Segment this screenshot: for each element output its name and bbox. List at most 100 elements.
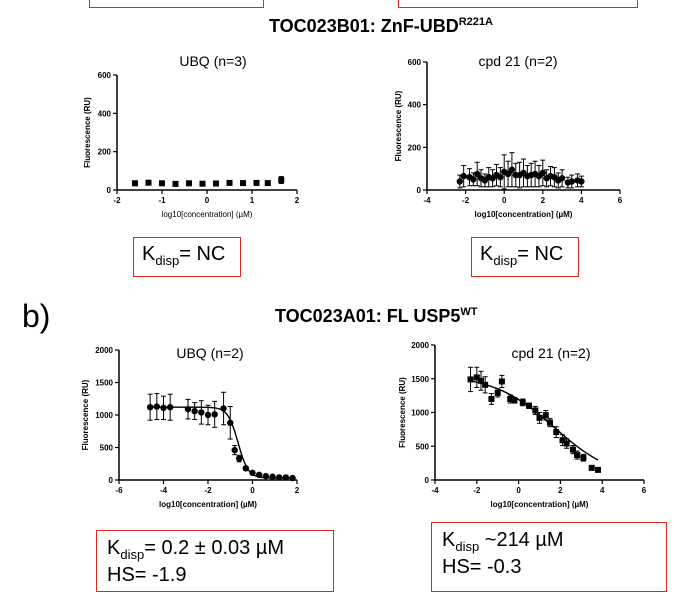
data-point [191,407,198,415]
x-tick-label: -2 [473,486,481,495]
data-point [199,180,206,187]
x-tick-label: 2 [295,486,300,495]
chart-title: UBQ (n=2) [176,345,243,361]
data-point [498,378,505,385]
result-box-b1: Kdisp= 0.2 ± 0.03 µM HS= -1.9 [96,530,334,592]
kdisp-k: K [480,243,494,265]
data-point [539,169,546,177]
y-tick-label: 0 [107,186,112,195]
kdisp-value: ~214 µM [479,529,564,551]
data-point [198,409,205,416]
kdisp-k: K [442,529,456,551]
data-point [172,180,179,187]
y-tick-label: 0 [425,476,430,485]
result-box-a1: Kdisp= NC [133,237,241,277]
data-point [242,465,250,472]
data-point [526,402,533,409]
data-point [226,179,233,186]
data-point [213,180,219,187]
data-point [470,176,477,183]
data-point [153,403,161,410]
y-tick-label: 400 [98,109,112,118]
data-point [186,180,192,187]
fit-curve [470,380,599,461]
data-point [278,177,285,184]
data-point [456,178,464,185]
kdisp-value: = 0.2 ± 0.03 µM [144,537,284,559]
kdisp-sub: disp [455,539,480,554]
kdisp-sub: disp [493,253,518,268]
x-tick-label: 0 [516,486,521,495]
x-tick-label: -2 [462,196,470,205]
data-point [542,412,549,419]
y-tick-label: 0 [109,476,114,485]
x-tick-label: 6 [618,196,623,205]
hill-slope: HS= -1.9 [107,564,187,586]
data-point [482,381,489,388]
data-point [231,446,238,454]
data-point [211,411,218,418]
data-point [546,419,553,426]
data-point [519,399,526,406]
data-point [473,374,480,381]
kdisp-k: K [107,537,121,559]
data-point [477,377,484,384]
data-point [563,440,570,447]
section-a-title-text: TOC023B01: ZnF-UBD [269,16,459,36]
x-axis-label: log10[concentration] (µM) [162,210,253,219]
data-point [504,170,512,178]
y-tick-label: 1500 [411,375,429,384]
x-tick-label: 0 [502,196,507,205]
data-point [160,404,167,412]
data-point [473,170,481,178]
x-tick-label: -4 [431,486,439,495]
data-point [497,174,504,181]
data-point [553,429,560,436]
kdisp-value: = NC [179,243,226,265]
y-tick-label: 500 [100,444,114,453]
x-tick-label: -4 [160,486,168,495]
y-tick-label: 2000 [95,346,113,355]
y-tick-label: 1000 [411,409,429,418]
data-point [558,175,566,182]
x-tick-label: 1 [250,196,255,205]
data-point [578,178,585,185]
data-point [264,180,271,187]
data-point [159,180,165,187]
section-b-title-sup: WT [460,306,478,318]
x-tick-label: 2 [295,196,300,205]
data-point [240,180,246,187]
data-point [227,419,234,426]
section-a-title: TOC023B01: ZnF-UBDR221A [269,16,493,37]
y-tick-label: 600 [408,58,422,67]
cropped-box-right [398,0,638,8]
y-tick-label: 1500 [95,379,113,388]
y-tick-label: 500 [416,442,430,451]
x-tick-label: 0 [205,196,210,205]
x-tick-label: -6 [115,486,123,495]
chart-title: cpd 21 (n=2) [512,345,591,361]
data-point [467,376,474,383]
x-tick-label: -1 [158,196,166,205]
data-point [262,472,270,480]
data-point [289,474,296,482]
x-axis-label: log10[concentration] (µM) [475,210,573,219]
y-tick-label: 2000 [411,341,429,350]
y-axis-label: Fluorescence (RU) [83,97,92,168]
y-tick-label: 600 [98,71,112,80]
data-point [276,474,283,481]
y-axis-label: Fluorescence (RU) [394,90,403,161]
data-point [132,180,138,187]
data-point [574,452,581,459]
y-tick-label: 0 [417,186,422,195]
chart-title: UBQ (n=3) [179,53,246,69]
data-point [460,172,467,180]
x-tick-label: 2 [541,196,546,205]
x-tick-label: -2 [113,196,121,205]
data-point [269,473,276,480]
kdisp-sub: disp [155,253,180,268]
data-point [184,405,192,413]
data-point [255,471,263,478]
x-tick-label: 6 [642,486,647,495]
